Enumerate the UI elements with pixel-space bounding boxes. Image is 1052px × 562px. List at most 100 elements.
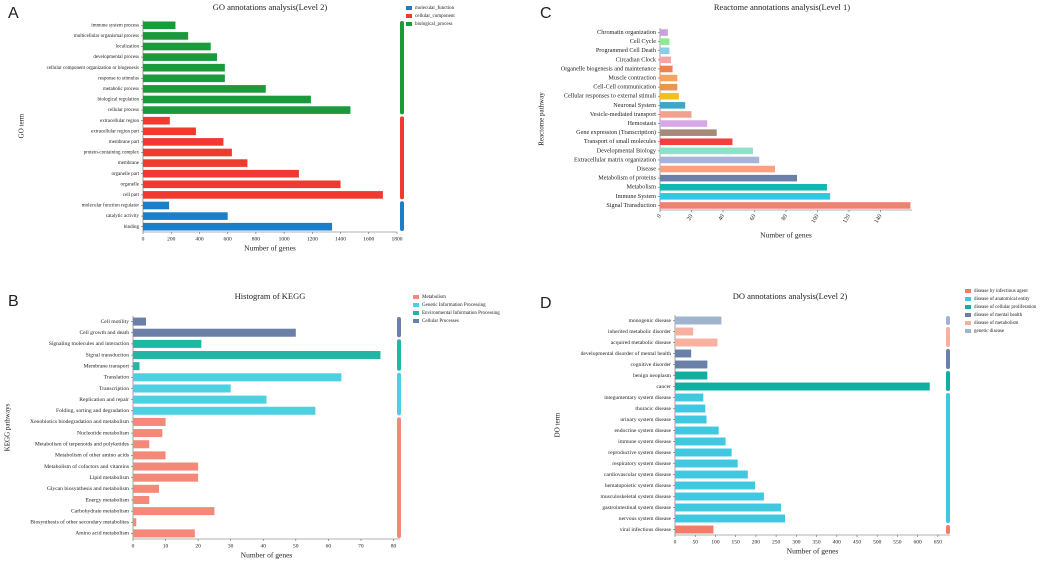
chart-title: DO annotations analysis(Level 2) (733, 291, 848, 301)
bar (675, 503, 781, 512)
y-tick-label: Cell growth and death (79, 330, 129, 336)
bar (143, 138, 224, 146)
bar (133, 440, 150, 449)
legend-swatch (413, 311, 419, 315)
bar (143, 42, 211, 51)
bar (675, 459, 738, 468)
x-tick-label: 10 (163, 543, 169, 549)
group-bracket (946, 316, 950, 325)
bar (660, 174, 798, 182)
y-tick-label: membrane (118, 161, 140, 166)
panel-letter: B (8, 293, 19, 310)
legend-swatch (413, 295, 419, 299)
bar (133, 328, 296, 337)
bar (660, 147, 753, 155)
y-tick-label: developmental disorder of mental health (581, 350, 672, 357)
y-tick-label: cognitive disorder (630, 362, 671, 368)
x-tick-label: 20 (195, 543, 201, 549)
y-tick-label: cardiovascular system disease (604, 472, 672, 478)
y-tick-label: Neuronal System (613, 102, 656, 109)
y-tick-label: Transcription (99, 386, 129, 392)
y-tick-label: integumentary system disease (604, 395, 671, 401)
group-bracket (400, 21, 404, 115)
y-tick-label: Hemostasis (627, 120, 656, 127)
y-tick-label: Carbohydrate metabolism (71, 508, 130, 514)
x-tick-label: 50 (692, 539, 698, 545)
legend-swatch (965, 289, 971, 293)
panel-letter: D (540, 295, 552, 312)
x-tick-label: 200 (167, 236, 176, 242)
y-tick-label: cell part (123, 193, 140, 198)
bar (675, 327, 694, 336)
y-tick-label: organelle part (111, 172, 139, 177)
legend-label: disease of anatomical entity (974, 297, 1030, 302)
y-tick-label: Cell Cycle (630, 38, 657, 45)
y-tick-label: musculoskeletal system disease (600, 494, 671, 500)
x-tick-label: 350 (812, 539, 821, 545)
y-tick-label: developmental process (93, 55, 139, 60)
y-axis-label: GO term (18, 113, 26, 138)
bar (143, 95, 311, 104)
y-tick-label: Muscle contraction (608, 74, 656, 81)
y-tick-label: Metabolism of terpenoids and polyketides (35, 441, 129, 448)
legend-swatch (965, 321, 971, 325)
legend-swatch (413, 319, 419, 323)
y-tick-label: Signal Transduction (606, 202, 656, 209)
x-tick-label: 120 (842, 214, 852, 225)
bar (660, 47, 670, 55)
y-tick-label: Immune System (616, 193, 657, 200)
x-tick-label: 650 (934, 539, 943, 545)
x-axis-label: Number of genes (241, 551, 293, 560)
legend-label: disease of cellular proliferation (974, 305, 1037, 310)
x-tick-label: 50 (293, 543, 299, 549)
x-tick-label: 60 (749, 214, 757, 222)
bar (675, 404, 706, 413)
y-tick-label: Gene expression (Transcription) (576, 129, 656, 136)
y-tick-label: binding (124, 225, 140, 230)
legend-label: Genetic Information Processing (422, 303, 486, 308)
x-tick-label: 500 (873, 539, 882, 545)
x-tick-label: 1000 (279, 236, 290, 242)
y-tick-label: Nucleotide metabolism (77, 430, 130, 436)
bar (660, 38, 670, 45)
group-bracket (946, 327, 950, 347)
y-tick-label: Disease (637, 165, 656, 172)
y-tick-label: Folding, sorting and degradation (56, 408, 129, 414)
group-bracket (946, 393, 950, 523)
legend-label: cellular_component (415, 14, 455, 19)
legend-label: Environmental Information Processing (422, 311, 500, 316)
bar (675, 426, 719, 435)
bar (660, 183, 827, 191)
y-tick-label: urinary system disease (620, 417, 671, 423)
y-axis-label: DO term (554, 412, 562, 437)
x-tick-label: 70 (358, 543, 364, 549)
bar (143, 106, 351, 114)
panel-letter: C (540, 5, 552, 22)
x-axis-label: Number of genes (244, 244, 296, 253)
y-tick-label: Membrane transport (83, 363, 129, 369)
y-tick-label: membrane part (109, 140, 140, 145)
y-tick-label: respiratory system disease (612, 461, 671, 467)
bar (660, 138, 733, 146)
y-tick-label: Metabolism of other amino acids (55, 452, 129, 459)
bar (143, 21, 176, 30)
y-tick-label: cellular process (108, 108, 139, 113)
bar (660, 165, 775, 173)
x-tick-label: 0 (132, 543, 135, 549)
group-bracket (946, 349, 950, 369)
legend-swatch (965, 313, 971, 317)
x-tick-label: 150 (732, 539, 741, 545)
bar (133, 339, 202, 348)
y-tick-label: gastrointestinal system disease (602, 505, 671, 511)
bar (660, 193, 831, 200)
bar (133, 507, 215, 516)
bar (143, 180, 341, 189)
y-tick-label: Metabolism of proteins (598, 175, 656, 182)
panel-letter: A (8, 5, 19, 22)
legend-label: biological_process (415, 22, 453, 27)
y-tick-label: organelle (120, 182, 139, 187)
y-tick-label: response to stimulus (98, 76, 139, 81)
bar (133, 495, 150, 504)
y-tick-label: Translation (104, 375, 129, 381)
x-tick-label: 400 (195, 236, 204, 242)
